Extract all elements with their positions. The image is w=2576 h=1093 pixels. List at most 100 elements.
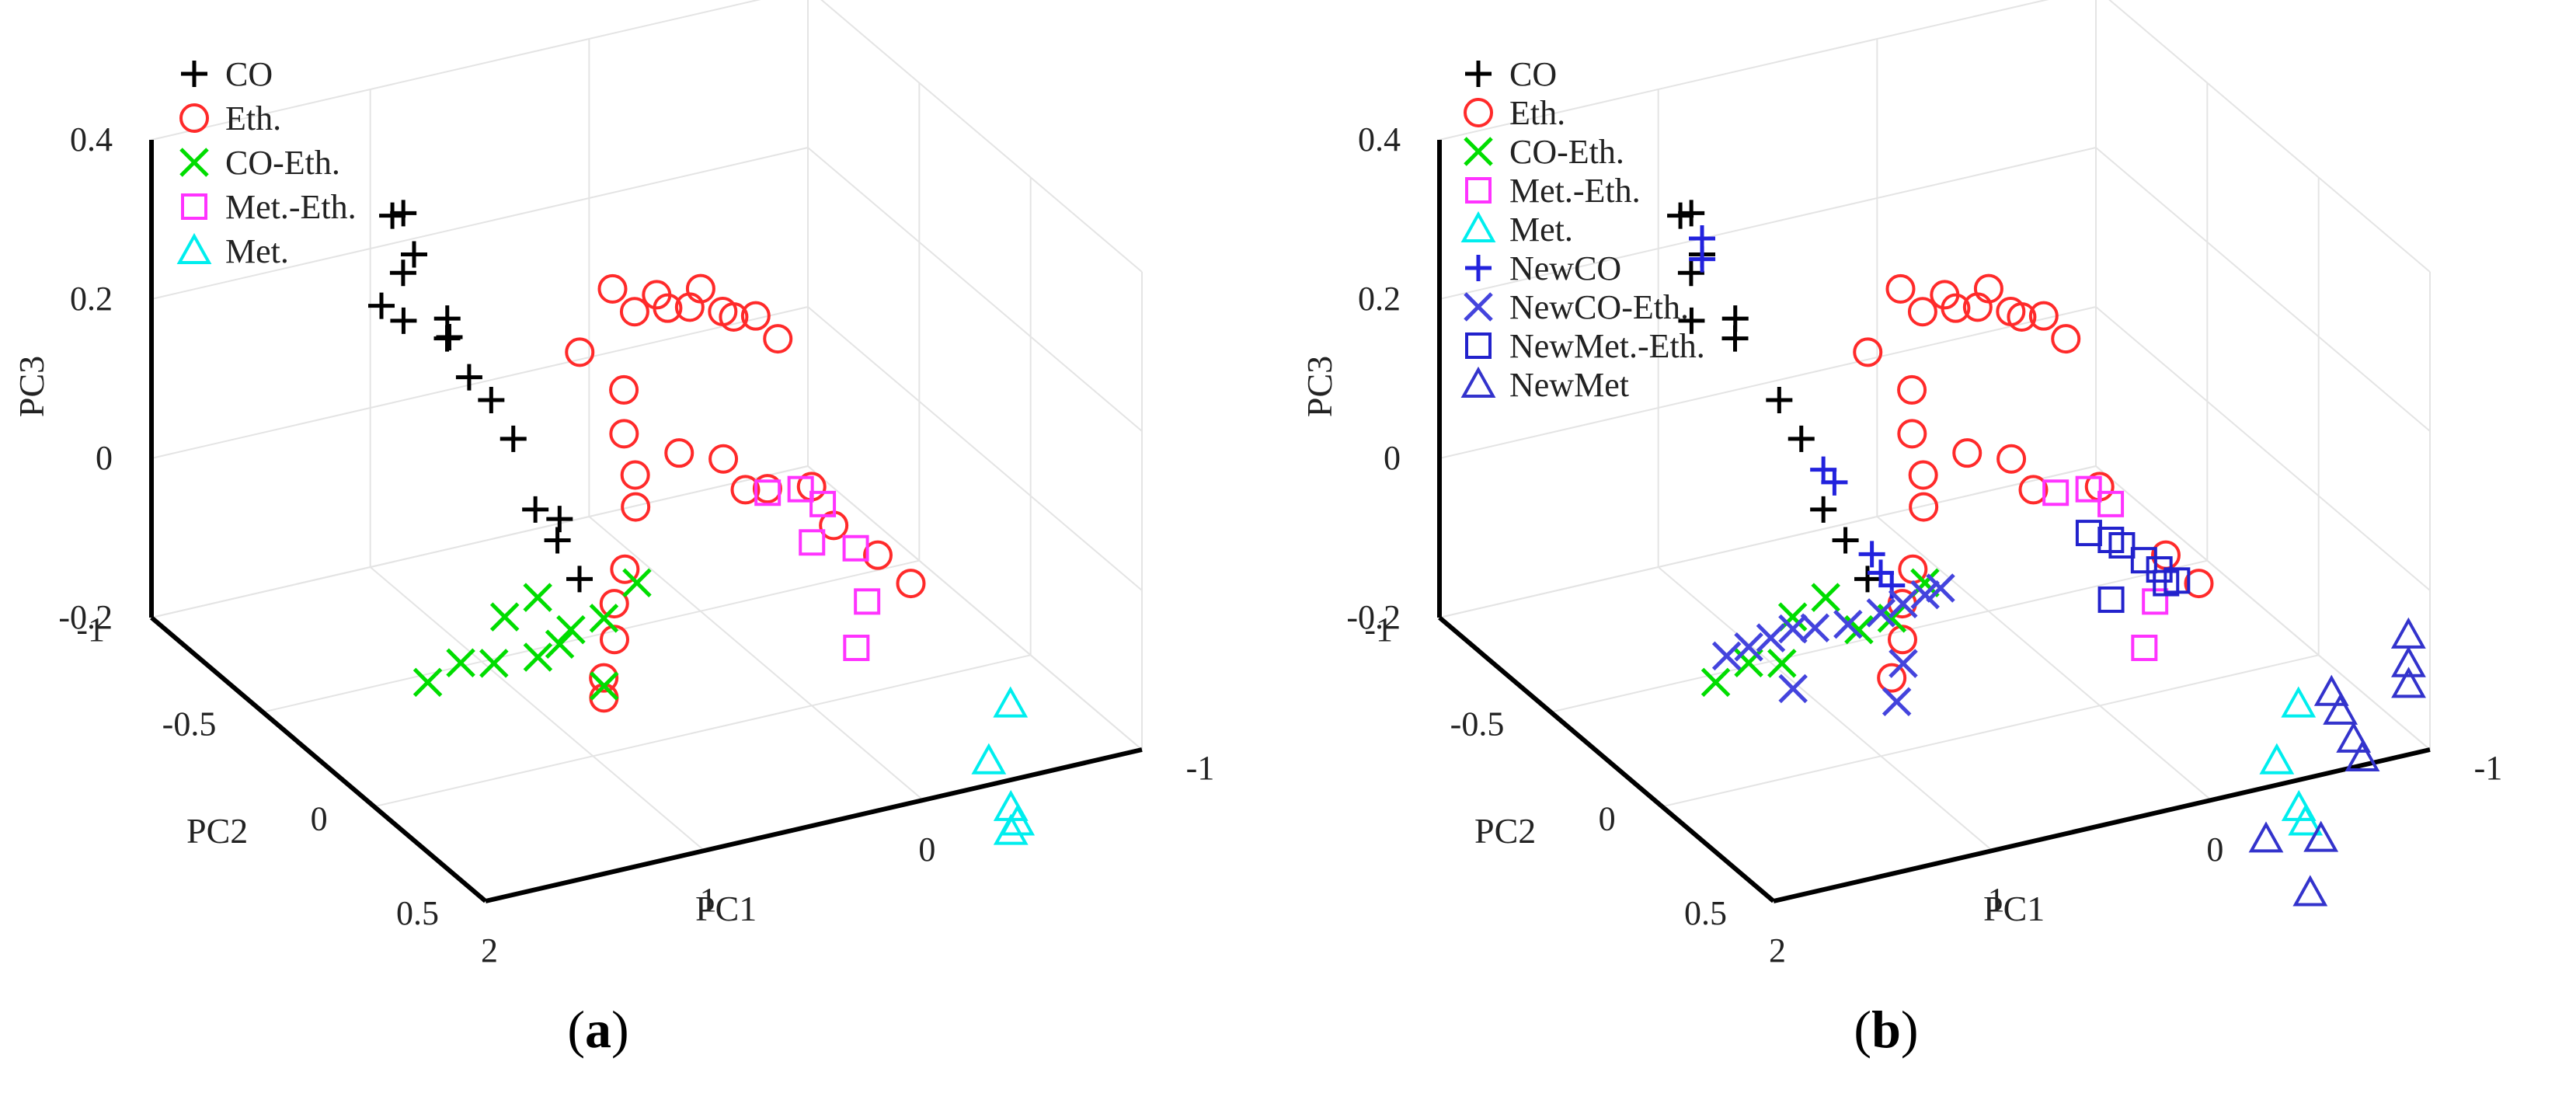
legend-item-newmet-eth: NewMet.-Eth. [1465,327,1705,365]
grid-line [1439,0,2049,141]
data-point-co-eth [589,671,619,701]
y-tick-label: -1 [76,611,105,649]
grid-line [807,306,1143,591]
series-newco [1689,225,1906,599]
data-point-co [546,506,573,533]
data-point-eth [597,273,628,304]
data-point-co-eth [1811,583,1840,612]
data-point-eth [1885,273,1916,304]
legend-item-eth: Eth. [1464,94,1565,132]
legend-marker-co [181,61,207,87]
data-point-co [389,259,416,287]
data-point-co-eth [622,568,652,598]
x-tick-label: 0 [2206,830,2223,868]
data-point-met [2281,686,2317,718]
data-point-eth [599,589,629,619]
data-point-met-eth [2042,479,2070,506]
grid-line [807,147,1143,432]
data-point-met-eth [2075,475,2102,503]
data-point-eth [609,419,639,449]
data-point-met-eth [787,475,814,503]
tick-labels: -0.2 0 0.2 0.4 -1 -0.5 0 0.5 -1 0 1 2 [1346,120,2502,969]
data-point-co-eth [556,614,586,645]
series-co [368,200,593,593]
y-tick-label: -1 [1364,611,1393,649]
legend-label: CO-Eth. [1509,133,1624,171]
legend-marker-met-eth [1465,177,1492,204]
data-point-newco [1858,541,1885,568]
grid-line [151,306,809,459]
data-point-eth [730,475,761,505]
data-point-met [993,813,1029,845]
data-point-eth [1877,663,1907,693]
grid-line [151,465,809,618]
data-point-co [1788,425,1815,452]
y-tick-label: -0.5 [1450,705,1505,743]
data-point-co-eth [545,629,575,660]
data-point-co [390,307,417,334]
legend-label: Met.-Eth. [225,188,357,226]
grid-line [1662,654,2319,808]
data-point-eth [2007,302,2037,332]
data-point-co [455,364,482,391]
data-point-eth [2051,324,2081,354]
data-point-newmet-eth [2130,547,2157,574]
data-point-eth [708,444,739,474]
legend-item-co: CO [181,55,273,93]
grid-line [151,147,809,300]
tick-labels: -0.2 0 0.2 0.4 -1 -0.5 0 0.5 -1 0 1 2 [58,120,1214,969]
data-point-eth [1897,374,1927,405]
data-point-eth [565,337,595,367]
data-point-co [544,527,571,554]
z-tick-label: 0.2 [70,280,113,318]
series-eth [1853,273,2214,693]
data-point-met [971,743,1007,774]
legend-item-met: Met. [176,232,289,270]
data-point-co [1721,325,1749,352]
data-point-eth [589,663,619,693]
data-point-newco-eth [1888,589,1918,619]
data-point-eth [1897,419,1927,449]
data-point-eth [2184,569,2214,599]
data-point-newmet [2345,740,2380,771]
data-point-newmet [2323,693,2358,725]
series-newmet-eth [2075,520,2191,613]
data-point-newmet [2391,646,2426,677]
data-point-newmet [2313,674,2349,706]
data-point-co [390,200,417,227]
series-newco-eth [1711,573,1955,717]
data-point-eth [1996,444,2027,474]
data-point-newmet [2303,820,2339,852]
data-point-newmet-eth [2097,586,2125,613]
legend-item-newco-eth: NewCO-Eth. [1464,288,1689,326]
data-point-newmet-eth [2163,567,2191,594]
z-tick-label: -0.2 [58,598,113,636]
y-tick-label: 0.5 [1684,894,1727,932]
data-point-newco-eth [1734,632,1763,662]
legend-label: Met. [225,232,289,270]
y-tick-label: 0 [311,799,328,837]
data-point-co [1854,566,1881,593]
series-met-eth [754,475,881,661]
data-point-newmet [2292,875,2328,907]
data-point-eth [1952,438,1982,468]
grid-line [1439,306,2097,459]
data-point-newco-eth [1800,613,1830,643]
grid-line [1876,516,2212,801]
grid-line [2095,465,2431,750]
data-point-eth [1941,293,1971,323]
x-axis-label: PC1 [1983,889,2045,928]
data-point-eth [1908,460,1938,490]
z-tick-label: 0.2 [1358,280,1401,318]
pc1-axis-line [485,747,1143,903]
legend-marker-co [1465,61,1492,87]
data-point-newco-eth [1778,614,1808,644]
data-point-co-eth [479,649,509,678]
grid-line [151,0,761,141]
grid-line [1551,559,2208,713]
grid-line [263,559,920,713]
legend-marker-newco [1465,255,1492,281]
z-tick-label: 0 [1384,439,1401,477]
legend-label: Eth. [1509,94,1565,132]
grid-line [1439,147,2097,300]
